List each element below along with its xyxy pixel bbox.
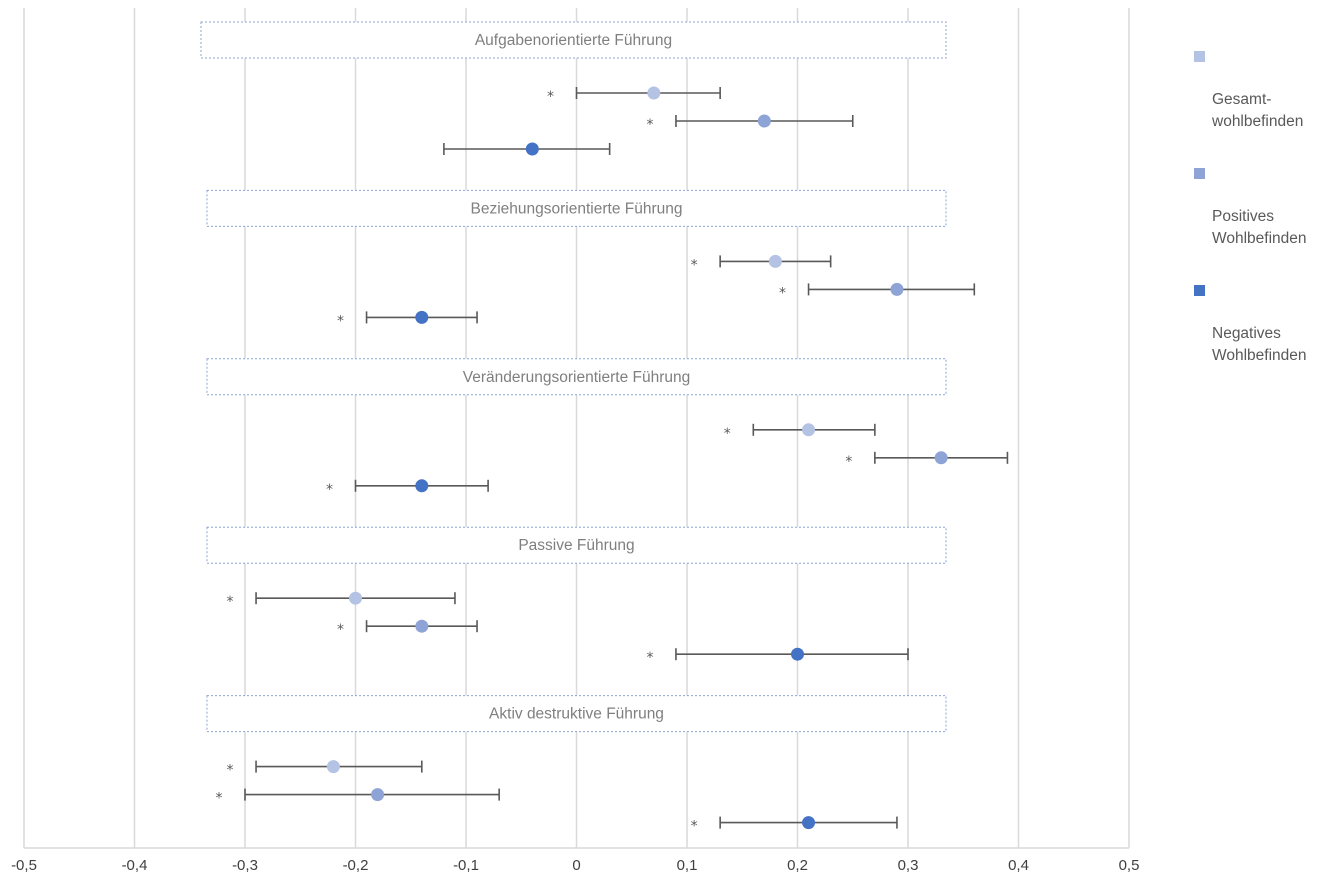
legend-item-gesamtwohlbefinden[interactable]: Gesamt- wohlbefinden: [1194, 45, 1307, 133]
legend-swatch-gesamtwohlbefinden: [1194, 51, 1205, 62]
x-tick-label: 0,1: [677, 857, 698, 874]
x-tick-label: -0,1: [453, 857, 479, 874]
estimate-point[interactable]: [757, 114, 771, 128]
significance-star: *: [779, 285, 786, 301]
significance-star: *: [337, 313, 344, 329]
significance-star: *: [845, 454, 852, 470]
significance-star: *: [227, 763, 234, 779]
legend-swatch-positives-wohlbefinden: [1194, 168, 1205, 179]
significance-star: *: [216, 791, 223, 807]
x-tick-label: -0,2: [343, 857, 369, 874]
group-label-box: [206, 189, 947, 227]
significance-star: *: [724, 426, 731, 442]
x-tick-label: 0,5: [1119, 857, 1140, 874]
x-tick-label: 0,4: [1008, 857, 1029, 874]
estimate-point[interactable]: [647, 86, 661, 100]
group-label: Passive Führung: [518, 537, 634, 554]
significance-star: *: [547, 89, 554, 105]
x-tick-label: 0,3: [898, 857, 919, 874]
significance-star: *: [227, 594, 234, 610]
estimate-point[interactable]: [415, 619, 429, 633]
x-tick-label: -0,5: [11, 857, 37, 874]
significance-star: *: [646, 650, 653, 666]
group-label: Veränderungsorientierte Führung: [463, 369, 690, 386]
x-tick-label: -0,4: [122, 857, 148, 874]
estimate-point[interactable]: [768, 254, 782, 268]
group-label-box: [200, 21, 947, 59]
estimate-point[interactable]: [326, 760, 340, 774]
x-tick-label: 0,2: [787, 857, 808, 874]
legend-label-positives-wohlbefinden: Positives Wohlbefinden: [1212, 208, 1307, 247]
estimate-point[interactable]: [371, 788, 385, 802]
legend-swatch-negatives-wohlbefinden: [1194, 285, 1205, 296]
legend-item-positives-wohlbefinden[interactable]: Positives Wohlbefinden: [1194, 162, 1307, 250]
legend: Gesamt- wohlbefinden Positives Wohlbefin…: [1194, 45, 1307, 396]
estimate-point[interactable]: [791, 647, 804, 661]
estimate-point[interactable]: [934, 451, 948, 465]
group-label-box: [206, 358, 947, 396]
estimate-point[interactable]: [349, 591, 362, 605]
estimate-point[interactable]: [415, 479, 429, 493]
x-tick-label: 0: [572, 857, 580, 874]
estimate-point[interactable]: [525, 142, 539, 156]
group-label: Aufgabenorientierte Führung: [475, 32, 672, 49]
group-label-box: [206, 526, 947, 564]
legend-label-gesamtwohlbefinden: Gesamt- wohlbefinden: [1212, 91, 1304, 130]
significance-star: *: [337, 622, 344, 638]
legend-item-negatives-wohlbefinden[interactable]: Negatives Wohlbefinden: [1194, 279, 1307, 367]
estimate-point[interactable]: [890, 282, 904, 296]
group-label: Beziehungsorientierte Führung: [471, 200, 683, 217]
significance-star: *: [646, 117, 653, 133]
group-label-box: [206, 695, 947, 733]
group-label: Aktiv destruktive Führung: [489, 706, 664, 723]
significance-star: *: [691, 257, 698, 273]
estimate-point[interactable]: [802, 423, 816, 437]
estimate-point[interactable]: [415, 310, 429, 324]
legend-label-negatives-wohlbefinden: Negatives Wohlbefinden: [1212, 325, 1307, 364]
significance-star: *: [326, 482, 333, 498]
estimate-point[interactable]: [802, 816, 816, 830]
significance-star: *: [691, 819, 698, 835]
x-tick-label: -0,3: [232, 857, 258, 874]
